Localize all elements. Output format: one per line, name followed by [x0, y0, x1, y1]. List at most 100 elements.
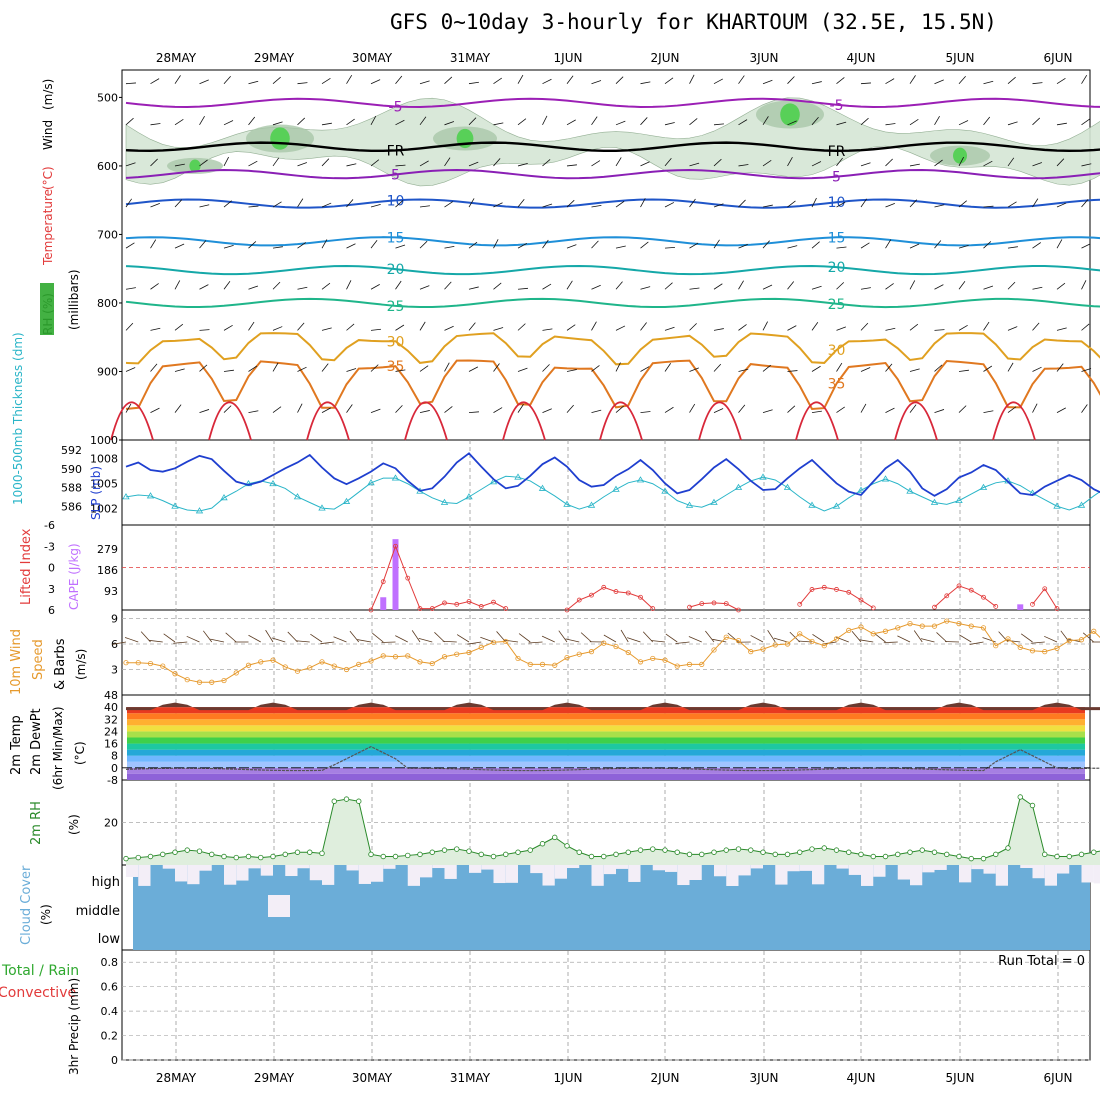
wind10-line	[126, 620, 1100, 683]
cloud-gap	[1044, 865, 1057, 886]
cloud-gap	[358, 865, 371, 884]
cloud-gap	[750, 865, 763, 869]
wind10-point	[735, 637, 742, 644]
rh2m-point	[1042, 851, 1048, 858]
wind-barb	[174, 199, 183, 208]
wind-barb	[272, 157, 280, 167]
wind10-point	[870, 631, 876, 637]
precip-tick: 0	[111, 1054, 118, 1067]
rh2m-point	[429, 849, 435, 855]
date-label-top: 28MAY	[156, 51, 197, 65]
cape-tick: 279	[97, 543, 118, 556]
isotherm-label: 15	[828, 230, 846, 246]
temp-color-band	[127, 761, 1085, 768]
wind10-barb	[203, 630, 213, 643]
run-total-label: Run Total = 0	[998, 954, 1085, 969]
wind-barb	[223, 324, 233, 331]
precip-tick: 0.4	[101, 1005, 119, 1018]
cape-bar	[1017, 604, 1024, 610]
wind-barb	[1032, 162, 1043, 167]
wind-barb	[419, 205, 430, 208]
cloud-gap	[138, 865, 151, 886]
rh2m-point	[637, 847, 644, 853]
pressure-tick: 800	[97, 297, 118, 310]
thickness-point	[759, 473, 767, 480]
wind-barb	[640, 161, 650, 167]
li-point	[503, 606, 509, 611]
wind-barb	[909, 163, 920, 167]
wind-barb	[321, 158, 330, 167]
ylabel-2m-temp: 2m Temp	[9, 715, 24, 775]
cloud-gap	[1081, 865, 1094, 883]
wind-barb	[199, 284, 209, 290]
cloud-gap	[995, 865, 1008, 886]
rh2m-point	[503, 851, 509, 858]
isotherm-line	[125, 141, 1100, 153]
cloud-gap	[1032, 865, 1045, 879]
rh2m-point	[723, 847, 729, 853]
date-label-top: 2JUN	[651, 51, 680, 65]
wind-barb	[370, 203, 381, 208]
wind10-barb	[959, 634, 972, 643]
wind-barb	[517, 163, 528, 167]
wind-barb	[762, 240, 770, 249]
wind10-point	[356, 661, 362, 668]
wind10-point	[368, 658, 374, 664]
wind10-point	[674, 663, 680, 669]
wind-barb	[321, 407, 331, 413]
thickness-point	[146, 492, 155, 499]
wind-barb	[1007, 406, 1017, 413]
cloud-gap	[567, 865, 580, 869]
wind-barb	[444, 406, 453, 413]
cloud-gap	[836, 865, 849, 869]
wind10-barb	[148, 639, 163, 643]
wind-barb	[248, 160, 258, 167]
wind10-barb	[225, 632, 237, 643]
cloud-gap	[542, 865, 555, 886]
wind-barb	[174, 280, 181, 290]
rh2m-point	[907, 849, 913, 855]
wind-barb	[1032, 117, 1041, 126]
wind-barb	[419, 410, 430, 413]
wind-barb	[297, 322, 305, 331]
ylabel-2m-dewpt: 2m DewPt	[29, 708, 44, 775]
date-label-top: 6JUN	[1044, 51, 1073, 65]
rh2m-point	[956, 853, 962, 860]
wind-barb	[199, 240, 207, 249]
rh2m-point	[319, 850, 325, 857]
cape-tick: 186	[97, 564, 118, 577]
wind10-point	[539, 661, 546, 668]
wind-barb	[664, 246, 676, 249]
wind10-point	[576, 651, 582, 657]
wind-barb	[934, 409, 945, 413]
wind10-point	[772, 642, 778, 648]
thickness-point	[636, 476, 645, 483]
wind-barb	[370, 408, 381, 413]
wind-barb	[983, 80, 994, 85]
ylabel-slp: SLP (mb)	[89, 466, 103, 520]
date-label-bottom: 4JUN	[847, 1071, 876, 1085]
wind-barb	[762, 204, 773, 208]
cloud-gap	[285, 865, 298, 877]
wind-barb	[958, 324, 968, 331]
wind-barb	[370, 328, 381, 331]
wind-barb	[125, 162, 136, 167]
wind-barb	[150, 407, 160, 413]
wind-barb	[468, 411, 480, 413]
cloud-gap	[268, 895, 290, 917]
cloud-gap	[983, 865, 996, 874]
wind-barb	[419, 240, 428, 249]
isotherm-label: 35	[828, 377, 846, 393]
wind-barb	[297, 242, 306, 249]
wind10-barb	[688, 636, 702, 643]
wind-barb	[640, 81, 651, 85]
wind10-barb	[442, 640, 457, 643]
isotherm-line	[125, 236, 1100, 247]
rh2m-point	[209, 851, 215, 858]
thickness-point	[514, 473, 522, 480]
wind10-point	[784, 641, 791, 647]
wind10-barb	[456, 634, 470, 643]
wind-barb	[640, 411, 651, 413]
wind10-point	[307, 665, 313, 671]
